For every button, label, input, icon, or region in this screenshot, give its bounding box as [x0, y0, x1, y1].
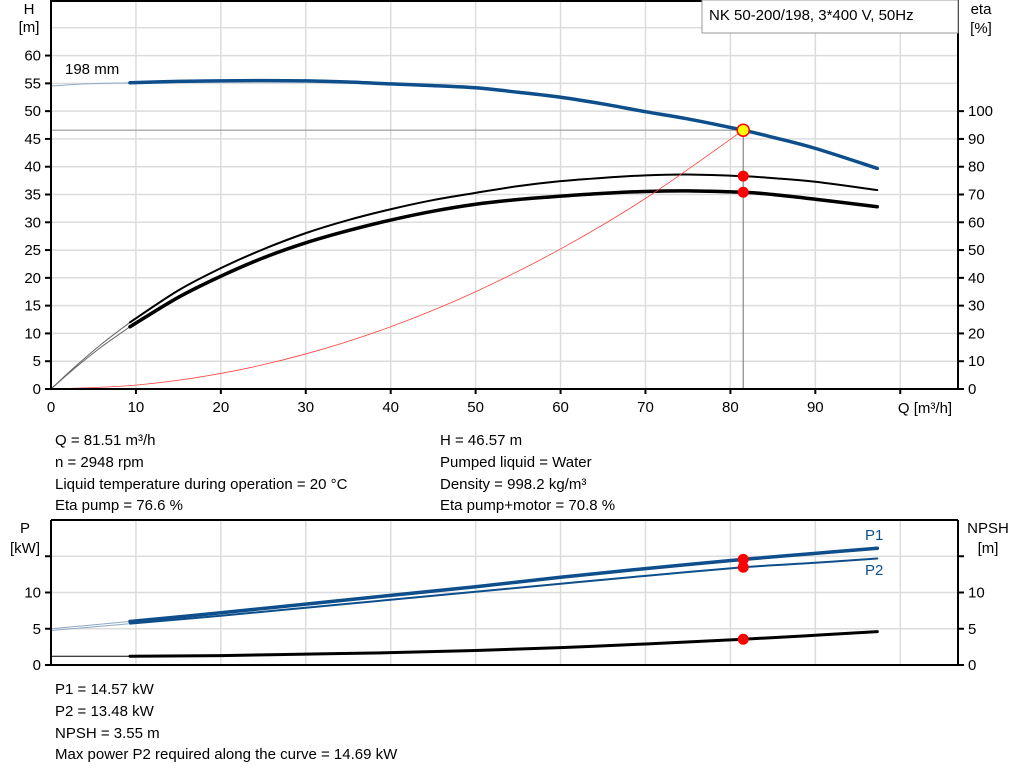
- p-tick-label: 5: [33, 621, 41, 638]
- bottom-grid: [51, 520, 958, 665]
- eta-tick-label: 70: [968, 187, 985, 204]
- x-tick-label: 10: [128, 399, 145, 416]
- p1-series-label: P1: [865, 527, 883, 544]
- info-eta-pump-motor: Eta pump+motor = 70.8 %: [440, 497, 615, 514]
- info-head: H = 46.57 m: [440, 432, 522, 449]
- head-extrapolated-curve: [50, 82, 130, 87]
- npsh-axis-label: NPSH: [967, 520, 1009, 537]
- npsh-axis-unit: [m]: [978, 540, 999, 557]
- eta-pump-motor-op-marker: [737, 186, 749, 198]
- h-tick-label: 60: [24, 48, 41, 65]
- info-npsh: NPSH = 3.55 m: [55, 725, 160, 742]
- p-axis-unit: [kW]: [10, 540, 40, 557]
- npsh-curve: [128, 630, 879, 658]
- eta-tick-label: 60: [968, 214, 985, 231]
- h-axis-label: H: [24, 1, 35, 18]
- x-tick-label: 0: [47, 399, 55, 416]
- eta-tick-label: 90: [968, 131, 985, 148]
- info-pumped-liquid: Pumped liquid = Water: [440, 454, 592, 471]
- info-density: Density = 998.2 kg/m³: [440, 476, 586, 493]
- info-liquid-temp: Liquid temperature during operation = 20…: [55, 476, 348, 493]
- h-axis-unit: [m]: [19, 19, 40, 36]
- eta-tick-label: 20: [968, 325, 985, 342]
- npsh-op-marker: [737, 633, 749, 645]
- p1-extrapolated-curve: [50, 621, 131, 630]
- x-tick-label: 30: [297, 399, 314, 416]
- legend-box: [701, 0, 959, 34]
- h-tick-label: 0: [33, 381, 41, 398]
- head-op-marker: [736, 123, 750, 137]
- eta-tick-label: 80: [968, 159, 985, 176]
- x-tick-label: 80: [722, 399, 739, 416]
- h-tick-label: 5: [33, 353, 41, 370]
- p2-extrapolated-curve: [50, 623, 131, 632]
- p-tick-label: 10: [24, 585, 41, 602]
- eta-tick-label: 0: [968, 381, 976, 398]
- info-p1: P1 = 14.57 kW: [55, 681, 155, 698]
- head-curve: [128, 78, 880, 171]
- eta-tick-label: 10: [968, 353, 985, 370]
- eta-tick-label: 50: [968, 242, 985, 259]
- info-eta-pump: Eta pump = 76.6 %: [55, 497, 183, 514]
- h-tick-label: 40: [24, 159, 41, 176]
- p2-op-marker: [737, 561, 749, 573]
- h-tick-label: 50: [24, 103, 41, 120]
- eta-tick-label: 40: [968, 270, 985, 287]
- info-top-left: Q = 81.51 m³/h n = 2948 rpm Liquid tempe…: [55, 432, 348, 514]
- q-axis-label: Q [m³/h]: [898, 400, 952, 417]
- info-speed: n = 2948 rpm: [55, 454, 144, 471]
- eta-pump-op-marker: [737, 170, 749, 182]
- info-flow: Q = 81.51 m³/h: [55, 432, 155, 449]
- p-axis-label: P: [20, 520, 30, 537]
- npsh-tick-label: 5: [968, 621, 976, 638]
- curves: [50, 78, 880, 658]
- info-max-p2: Max power P2 required along the curve = …: [55, 746, 398, 763]
- axes: [45, 0, 964, 666]
- h-tick-label: 25: [24, 242, 41, 259]
- top-grid: [51, 0, 958, 389]
- h-tick-label: 55: [24, 75, 41, 92]
- eta-tick-label: 30: [968, 298, 985, 315]
- x-tick-label: 70: [637, 399, 654, 416]
- x-tick-label: 60: [552, 399, 569, 416]
- info-bottom: P1 = 14.57 kW P2 = 13.48 kW NPSH = 3.55 …: [55, 681, 398, 763]
- x-tick-label: 90: [807, 399, 824, 416]
- system_curve-curve: [50, 129, 744, 390]
- eta_pump_motor-extrapolated-curve: [50, 326, 131, 390]
- eta-axis-label: eta: [971, 1, 993, 18]
- p1-op-marker: [737, 553, 749, 565]
- h-tick-label: 20: [24, 270, 41, 287]
- npsh-tick-label: 10: [968, 585, 985, 602]
- p2-curve: [128, 557, 879, 625]
- x-tick-label: 20: [213, 399, 230, 416]
- p1-curve: [128, 546, 880, 624]
- h-tick-label: 10: [24, 325, 41, 342]
- h-tick-label: 30: [24, 214, 41, 231]
- h-tick-label: 35: [24, 187, 41, 204]
- npsh-tick-label: 0: [968, 657, 976, 674]
- h-tick-label: 45: [24, 131, 41, 148]
- chart-title: NK 50-200/198, 3*400 V, 50Hz: [709, 7, 914, 24]
- tick-labels: 0 10 20 30 40 50 60 70 80 90051015202530354045505…: [24, 48, 993, 674]
- info-p2: P2 = 13.48 kW: [55, 703, 155, 720]
- x-tick-label: 50: [467, 399, 484, 416]
- curve-label-198mm: 198 mm: [65, 61, 119, 78]
- p2-series-label: P2: [865, 562, 883, 579]
- p-tick-label: 0: [33, 657, 41, 674]
- eta-tick-label: 100: [968, 103, 993, 120]
- eta-axis-unit: [%]: [970, 20, 992, 37]
- eta_pump-curve: [128, 173, 879, 324]
- info-top-right: H = 46.57 m Pumped liquid = Water Densit…: [440, 432, 615, 514]
- h-tick-label: 15: [24, 298, 41, 315]
- x-tick-label: 40: [382, 399, 399, 416]
